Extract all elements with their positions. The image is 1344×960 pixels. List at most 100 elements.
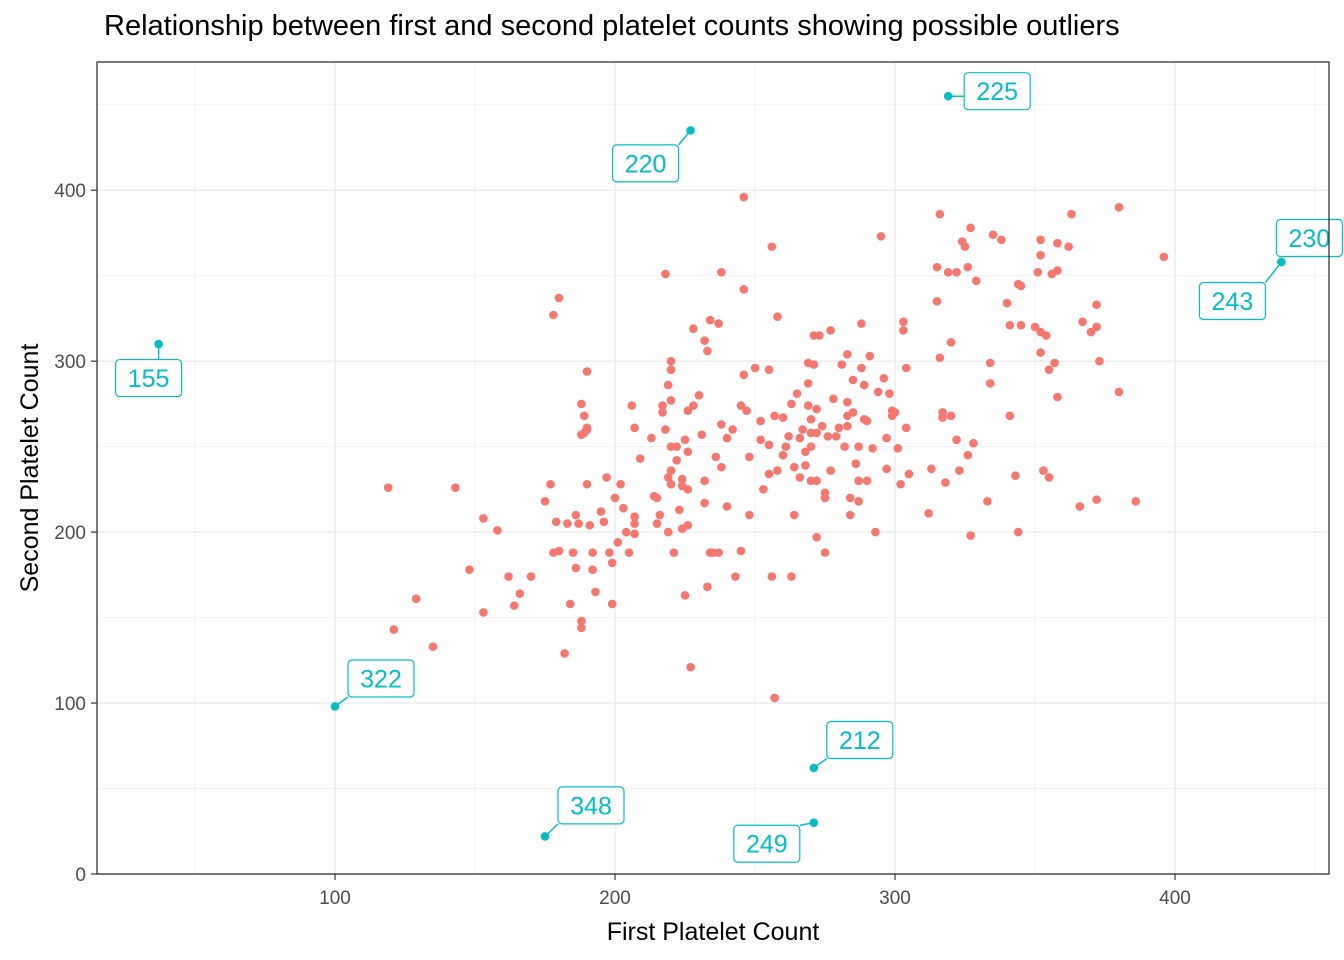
data-point [795, 433, 805, 443]
data-point [624, 548, 634, 557]
data-point [717, 462, 726, 472]
data-point [803, 401, 813, 410]
data-point [582, 367, 592, 376]
data-point [607, 558, 617, 568]
data-point [971, 276, 981, 286]
data-point [764, 469, 774, 479]
data-point [854, 497, 863, 506]
data-point [728, 425, 737, 434]
data-point [806, 442, 816, 451]
data-point [591, 587, 600, 597]
x-tick-label: 400 [1159, 888, 1191, 909]
data-point [504, 572, 513, 581]
data-point [700, 336, 709, 345]
data-point [621, 527, 631, 537]
data-point [568, 548, 578, 557]
data-point [899, 326, 908, 335]
outlier-connector [334, 696, 349, 708]
outlier-label: 348 [570, 792, 612, 820]
data-point [736, 546, 746, 556]
outlier-label-box [557, 786, 625, 825]
data-point [1044, 473, 1054, 482]
y-axis-title: Second Platelet Count [16, 344, 44, 593]
data-point [1114, 387, 1124, 397]
outlier-label-box [114, 358, 183, 398]
data-point [579, 411, 589, 421]
data-point [890, 408, 900, 417]
data-point [627, 401, 637, 410]
data-point [823, 432, 833, 441]
plot-border [96, 61, 1330, 875]
data-point [745, 510, 754, 520]
data-point [515, 589, 525, 598]
data-point [946, 411, 956, 421]
data-point [837, 360, 847, 369]
data-point [731, 572, 740, 581]
data-point [546, 479, 555, 489]
data-point [683, 447, 693, 457]
data-point [666, 396, 676, 405]
data-point [745, 452, 754, 462]
data-point [946, 338, 956, 347]
data-point [1041, 331, 1051, 340]
data-point [845, 510, 855, 520]
data-point [683, 485, 693, 494]
outlier-label: 243 [1212, 288, 1254, 316]
data-point [599, 517, 609, 527]
data-point [843, 350, 852, 359]
data-point [493, 526, 502, 535]
data-point [616, 479, 625, 489]
data-point [689, 401, 698, 410]
y-tick-label: 300 [54, 352, 86, 373]
data-point [851, 459, 861, 469]
data-point [885, 389, 894, 398]
outlier-connector [1264, 261, 1282, 283]
data-point [812, 428, 821, 438]
data-point [605, 548, 614, 557]
data-point [661, 425, 670, 434]
data-point [812, 476, 821, 486]
grid-layer [97, 62, 1329, 875]
data-point [938, 413, 947, 422]
data-point [1075, 502, 1085, 511]
data-point [672, 442, 681, 451]
data-point [857, 319, 866, 328]
outlier-label: 212 [839, 727, 881, 755]
data-point [560, 649, 569, 658]
data-point [773, 466, 782, 475]
data-point [663, 527, 673, 537]
y-tick-label: 400 [54, 181, 86, 202]
data-point [983, 497, 992, 506]
data-point [1092, 300, 1101, 310]
data-point [596, 507, 606, 516]
data-point [1044, 365, 1054, 375]
data-point [840, 442, 849, 451]
data-point [795, 473, 805, 482]
data-point [1114, 203, 1124, 212]
data-point [722, 502, 732, 511]
data-point [571, 510, 581, 520]
data-point [666, 365, 676, 375]
y-tick-label: 100 [54, 694, 86, 715]
outlier-connector [544, 823, 559, 837]
x-tick-label: 300 [879, 888, 911, 909]
data-point [588, 565, 597, 575]
data-point [879, 373, 889, 383]
outlier-connector [813, 757, 828, 769]
data-point [694, 391, 704, 400]
outlier-label: 225 [976, 78, 1018, 106]
data-point [778, 450, 788, 460]
data-point [1064, 242, 1073, 251]
data-point [809, 360, 819, 369]
data-point [960, 242, 970, 251]
data-point [789, 510, 799, 520]
data-point [666, 479, 676, 489]
data-point [985, 358, 995, 368]
data-point [764, 440, 774, 450]
data-point [700, 498, 709, 508]
data-point [722, 433, 732, 443]
data-point [806, 414, 816, 424]
data-point [848, 408, 858, 417]
data-point [854, 476, 863, 486]
data-point [571, 563, 581, 573]
